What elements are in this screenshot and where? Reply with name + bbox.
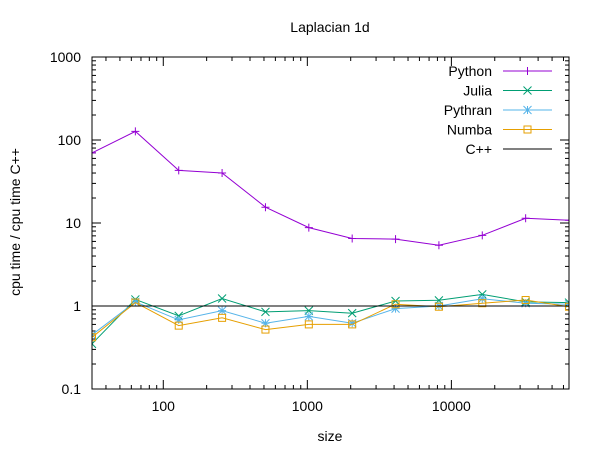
data-point-pythran: [131, 297, 140, 307]
legend-marker-numba: [523, 125, 532, 134]
x-axis-label: size: [318, 428, 343, 444]
series-numba: [92, 296, 569, 342]
data-point-python: [478, 231, 487, 240]
data-point-python: [218, 169, 227, 178]
legend-label-julia: Julia: [463, 83, 492, 99]
data-point-pythran: [174, 315, 184, 325]
data-point-pythran: [217, 306, 227, 315]
series-julia: [92, 290, 569, 349]
data-point-python: [174, 166, 183, 175]
series-lines: [92, 127, 569, 349]
data-point-python: [261, 203, 270, 212]
legend-label-pythran: Pythran: [444, 102, 492, 118]
data-point-julia: [261, 307, 270, 317]
plot-frame: [91, 56, 570, 390]
data-point-pythran: [261, 318, 270, 328]
legend-label-numba: Numba: [447, 122, 492, 138]
data-point-numba: [348, 320, 357, 329]
data-point-numba: [92, 333, 96, 342]
data-point-numba: [304, 320, 313, 329]
data-point-numba: [174, 321, 183, 330]
chart-title: Laplacian 1d: [290, 19, 369, 35]
series-line-julia: [92, 293, 569, 345]
data-point-julia: [217, 294, 227, 303]
series-line-python: [92, 130, 569, 246]
data-point-python: [521, 214, 530, 223]
legend-label-c: C++: [466, 141, 492, 157]
data-point-python: [131, 127, 140, 136]
series-line-numba: [92, 299, 569, 338]
data-point-python: [391, 235, 400, 244]
data-point-pythran: [347, 318, 357, 328]
data-point-pythran: [477, 294, 487, 304]
data-point-numba: [261, 325, 270, 334]
data-point-numba: [391, 300, 400, 309]
legend-marker-python: [523, 67, 532, 75]
legend-marker-julia: [523, 86, 532, 95]
axes: 0.1 1 10 100 1000 100 1000 10000: [50, 49, 569, 414]
data-point-python: [92, 148, 96, 157]
x-tick-label: 100: [152, 398, 176, 414]
data-point-python: [565, 216, 569, 225]
y-tick-label: 100: [58, 132, 82, 148]
data-point-numba: [434, 302, 443, 311]
data-point-julia: [564, 298, 569, 307]
data-point-pythran: [304, 312, 314, 321]
data-point-numba: [478, 299, 487, 308]
data-point-python: [348, 234, 357, 243]
legend-marker-pythran: [523, 105, 532, 115]
series-python: [92, 127, 569, 250]
x-tick-label: 1000: [292, 398, 323, 414]
data-point-julia: [347, 308, 357, 318]
y-tick-label: 1: [73, 298, 81, 314]
legend-label-python: Python: [448, 63, 492, 79]
series-line-pythran: [92, 298, 569, 336]
data-point-numba: [521, 296, 530, 305]
legend: Python Julia Pythran Numba C++: [444, 63, 552, 157]
y-tick-label: 10: [65, 215, 81, 231]
x-tick-label: 10000: [432, 398, 471, 414]
y-tick-label: 1000: [50, 49, 81, 65]
y-tick-label: 0.1: [62, 381, 82, 397]
data-point-numba: [565, 302, 569, 311]
data-point-julia: [477, 290, 487, 299]
data-point-python: [434, 241, 443, 250]
data-point-pythran: [391, 304, 400, 313]
y-axis-label: cpu time / cpu time C++: [7, 148, 23, 296]
data-point-numba: [218, 313, 227, 322]
data-point-python: [304, 223, 313, 232]
